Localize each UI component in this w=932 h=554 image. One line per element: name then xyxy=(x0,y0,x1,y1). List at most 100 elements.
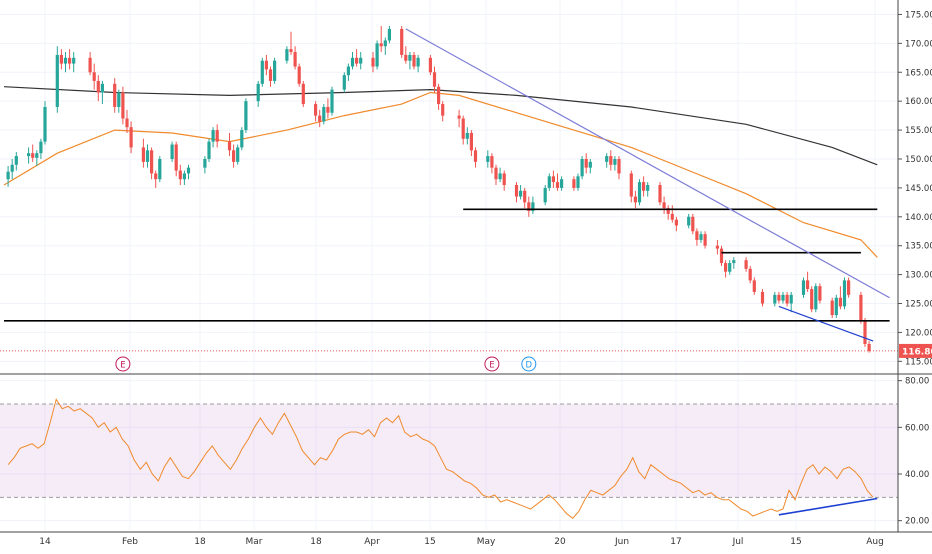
price-tick-label: 150.00 xyxy=(905,155,932,165)
candle-body xyxy=(260,60,264,84)
candle-body xyxy=(547,176,551,188)
candle-body xyxy=(297,66,301,84)
candle-body xyxy=(789,294,793,304)
price-tick-label: 155.00 xyxy=(905,126,932,136)
candle-body xyxy=(629,173,633,197)
price-tick-label: 120.00 xyxy=(905,328,932,338)
x-tick-label: Jun xyxy=(614,537,629,547)
candle-body xyxy=(273,60,277,81)
event-marker xyxy=(521,356,537,372)
price-tick-label: 175.00 xyxy=(905,10,932,20)
event-marker-label: E xyxy=(489,361,494,371)
candle-body xyxy=(703,234,707,246)
candle-body xyxy=(838,297,842,307)
candle-body xyxy=(227,141,232,151)
candle-body xyxy=(461,118,465,139)
candle-body xyxy=(658,185,662,203)
candle-body xyxy=(203,158,207,168)
candle-body xyxy=(724,263,728,272)
candle-body xyxy=(662,202,666,209)
x-tick-label: Apr xyxy=(364,537,380,547)
candle-body xyxy=(145,150,150,162)
candle-body xyxy=(412,54,416,67)
candle-body xyxy=(88,57,92,73)
candle-body xyxy=(293,52,297,67)
candle-body xyxy=(404,54,408,61)
candle-body xyxy=(469,132,473,151)
x-tick-label: Jul xyxy=(732,537,744,547)
candle-body xyxy=(408,54,412,61)
candle-body xyxy=(182,173,186,180)
candle-body xyxy=(27,153,31,157)
candle-body xyxy=(670,213,674,220)
candle-body xyxy=(842,280,847,307)
candle-body xyxy=(186,167,191,174)
candle-body xyxy=(375,43,379,67)
candle-body xyxy=(728,263,732,272)
candle-body xyxy=(719,248,724,264)
candle-body xyxy=(117,92,121,107)
candle-body xyxy=(584,158,588,168)
candle-body xyxy=(383,40,387,47)
candle-body xyxy=(859,294,863,321)
candle-body xyxy=(178,170,182,180)
candle-body xyxy=(232,150,236,162)
trend-line xyxy=(778,305,874,342)
candle-body xyxy=(572,179,576,188)
candle-body xyxy=(31,153,35,158)
candle-body xyxy=(346,66,350,76)
candle-body xyxy=(432,72,437,87)
candle-body xyxy=(35,153,39,158)
rsi-tick-label: 20.00 xyxy=(905,517,929,527)
candle-body xyxy=(55,54,59,107)
candle-body xyxy=(158,158,162,180)
rsi-band xyxy=(0,404,898,498)
price-tick-label: 145.00 xyxy=(905,184,932,194)
candle-body xyxy=(486,156,490,162)
x-tick-label: 18 xyxy=(310,537,322,547)
rsi-tick-label: 40.00 xyxy=(905,470,929,480)
candle-body xyxy=(773,294,777,304)
candle-body xyxy=(695,231,699,240)
candle-body xyxy=(268,69,273,81)
trend-line xyxy=(405,28,890,299)
candle-body xyxy=(715,245,719,249)
candle-body xyxy=(330,89,334,113)
candle-body xyxy=(6,171,10,180)
candle-body xyxy=(806,280,810,290)
candle-body xyxy=(154,173,158,180)
candle-body xyxy=(560,179,564,188)
x-tick-label: 20 xyxy=(554,537,566,547)
candle-body xyxy=(10,164,14,172)
candle-body xyxy=(498,173,502,180)
candle-body xyxy=(141,147,145,162)
candle-body xyxy=(100,83,104,93)
event-marker-label: E xyxy=(120,361,125,371)
candle-body xyxy=(39,141,43,154)
candle-body xyxy=(666,208,670,214)
candle-body xyxy=(502,173,506,185)
candle-body xyxy=(863,320,867,344)
candle-body xyxy=(699,234,703,240)
x-tick-label: 15 xyxy=(424,537,435,547)
candle-body xyxy=(543,187,547,203)
candle-body xyxy=(588,161,592,168)
candle-body xyxy=(96,80,100,93)
candle-body xyxy=(416,57,420,67)
candle-body xyxy=(125,118,129,128)
candle-body xyxy=(490,156,494,168)
candle-body xyxy=(494,167,498,180)
candle-body xyxy=(244,101,248,131)
candle-body xyxy=(580,158,584,177)
grid-layer xyxy=(0,0,898,530)
x-tick-label: May xyxy=(477,537,496,547)
candle-body xyxy=(781,294,785,301)
candle-body xyxy=(834,297,838,316)
moving-average-line xyxy=(3,91,878,258)
candle-body xyxy=(215,130,219,142)
candle-body xyxy=(387,28,391,41)
last-price-badge xyxy=(899,343,932,358)
candle-body xyxy=(744,260,748,269)
candle-body xyxy=(43,106,47,142)
